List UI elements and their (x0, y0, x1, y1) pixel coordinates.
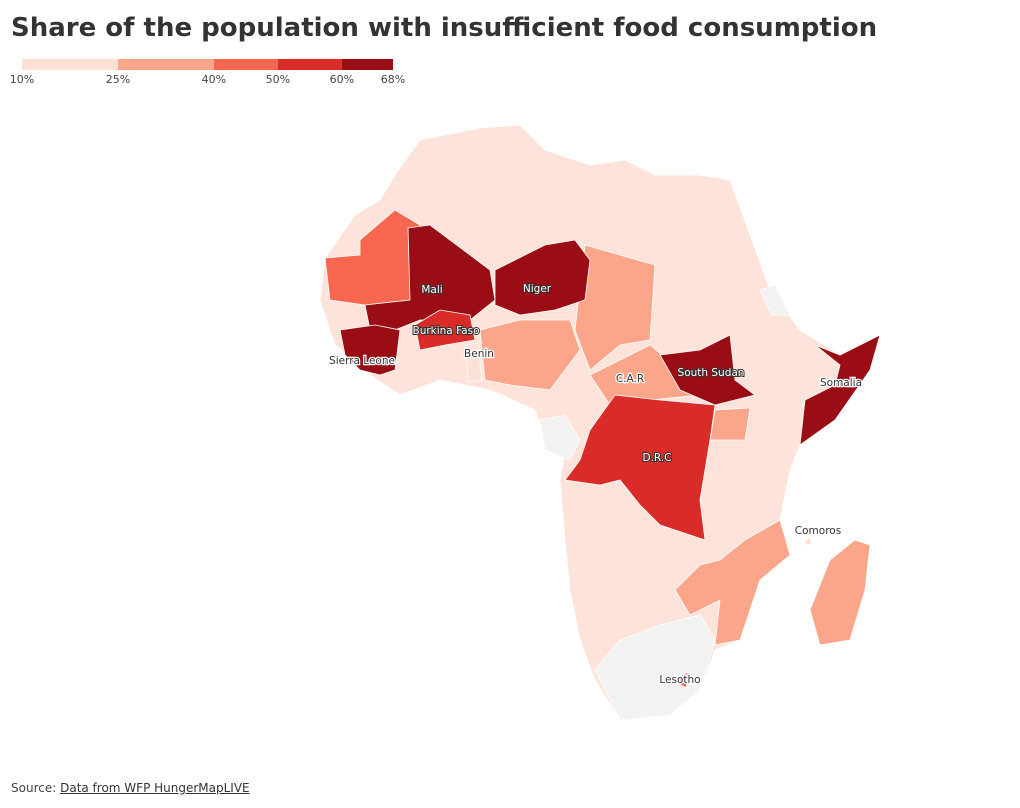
region (465, 342, 483, 383)
region (364, 224, 496, 331)
region (494, 239, 591, 316)
source-label: Source: (11, 781, 57, 795)
south-africa (594, 614, 716, 721)
legend-tick-label: 50% (266, 73, 290, 86)
region-label: Lesotho (659, 674, 700, 686)
legend-tick-label: 10% (10, 73, 34, 86)
region-label: Niger (523, 283, 552, 295)
region (672, 671, 689, 689)
region-label: Somalia (820, 377, 862, 389)
region (804, 537, 813, 546)
title: Share of the population with insufficien… (11, 13, 877, 43)
uganda (709, 407, 751, 441)
region-label: Comoros (795, 525, 841, 537)
region (414, 309, 476, 351)
region (564, 394, 716, 541)
legend-tick-label: 25% (106, 73, 130, 86)
chad (574, 244, 656, 371)
legend: 10% 25% 40% 50% 60% 68% (10, 59, 405, 86)
legend-tick-label: 40% (202, 73, 226, 86)
mauritania (324, 209, 421, 306)
region-label: Burkina Faso (412, 325, 479, 337)
region-label: Sierra Leone (329, 355, 395, 367)
labels: Mali Niger Burkina Faso Sierra Leone Ben… (328, 282, 863, 687)
region (659, 334, 756, 406)
region-label: South Sudan (678, 367, 745, 379)
eritrea (759, 284, 791, 316)
legend-swatch (22, 59, 118, 70)
gabon (539, 414, 581, 461)
legend-swatch (213, 59, 278, 70)
region-label: Benin (464, 348, 494, 360)
region-label: C.A.R (616, 373, 644, 385)
madagascar (809, 539, 871, 646)
source-link[interactable]: Data from WFP HungerMapLIVE (60, 781, 250, 795)
legend-tick-label: 60% (330, 73, 354, 86)
legend-swatch (341, 59, 393, 70)
region-label: D.R.C (642, 452, 671, 464)
source: Source: Data from WFP HungerMapLIVE (11, 781, 250, 795)
legend-swatch (277, 59, 342, 70)
region-label: Mali (421, 284, 442, 296)
nigeria (479, 319, 581, 391)
regions (339, 224, 881, 689)
legend-tick-label: 68% (381, 73, 405, 86)
region (799, 334, 881, 446)
mozambique (674, 519, 791, 646)
region (339, 324, 401, 376)
legend-swatch (117, 59, 214, 70)
